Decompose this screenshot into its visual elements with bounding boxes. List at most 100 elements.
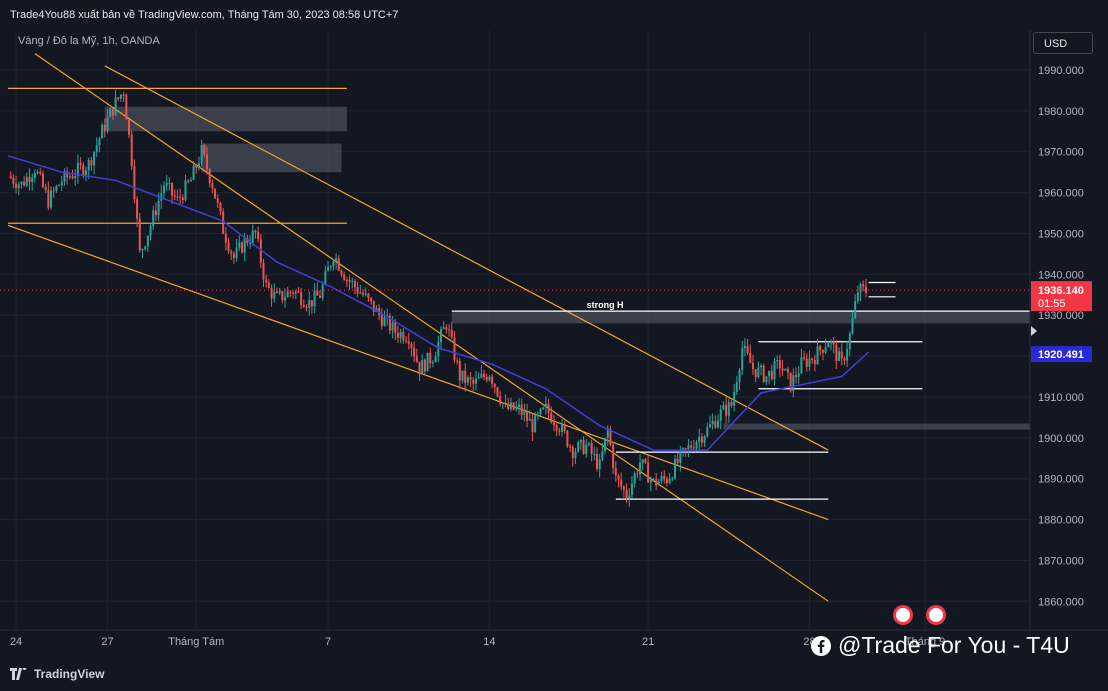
footer-bar bbox=[0, 658, 1108, 691]
supply-demand-zone bbox=[451, 311, 1030, 324]
candle-body bbox=[466, 377, 469, 383]
y-tick-label: 1980.000 bbox=[1038, 106, 1084, 118]
candle-body bbox=[171, 182, 174, 196]
candle-body bbox=[649, 479, 652, 483]
candle-body bbox=[316, 290, 319, 296]
candle-body bbox=[665, 478, 668, 484]
candle-body bbox=[786, 368, 789, 373]
candle-body bbox=[555, 425, 558, 431]
candle-body bbox=[501, 402, 504, 404]
candle-body bbox=[491, 376, 494, 385]
candle-body bbox=[706, 427, 709, 437]
candle-body bbox=[415, 356, 418, 362]
candle-body bbox=[628, 495, 631, 499]
candle-body bbox=[192, 165, 195, 180]
candle-body bbox=[402, 331, 405, 341]
candle-body bbox=[208, 169, 211, 184]
candle-body bbox=[109, 108, 112, 118]
candle-body bbox=[367, 293, 370, 298]
candle-body bbox=[819, 346, 822, 351]
candle-body bbox=[138, 218, 141, 251]
candle-body bbox=[509, 402, 512, 410]
candle-body bbox=[488, 376, 491, 381]
candle-body bbox=[625, 489, 628, 499]
candle-body bbox=[480, 373, 483, 378]
candle-body bbox=[434, 356, 437, 363]
candle-body bbox=[622, 486, 625, 490]
candle-body bbox=[168, 182, 171, 184]
candle-body bbox=[587, 443, 590, 445]
event-flag-icon-inner bbox=[896, 608, 910, 622]
candle-body bbox=[660, 475, 663, 482]
candle-body bbox=[111, 108, 114, 116]
candle-body bbox=[671, 478, 674, 480]
candle-body bbox=[33, 173, 36, 178]
candle-body bbox=[52, 190, 55, 192]
candle-body bbox=[711, 421, 714, 425]
candle-body bbox=[275, 291, 278, 293]
header-bar: Trade4You88 xuất bản về TradingView.com,… bbox=[0, 0, 1108, 30]
candle-body bbox=[746, 345, 749, 354]
candle-body bbox=[257, 232, 260, 240]
candle-body bbox=[442, 327, 445, 330]
candle-body bbox=[122, 94, 125, 96]
candle-body bbox=[429, 352, 432, 364]
candle-body bbox=[141, 249, 144, 251]
candle-body bbox=[641, 459, 644, 463]
candle-body bbox=[504, 402, 507, 404]
candle-body bbox=[698, 436, 701, 442]
candle-body bbox=[284, 297, 287, 301]
candle-body bbox=[286, 291, 289, 298]
candle-body bbox=[864, 286, 867, 293]
candle-body bbox=[561, 423, 564, 432]
candle-body bbox=[676, 458, 679, 463]
candle-body bbox=[843, 358, 846, 361]
candle-body bbox=[851, 318, 854, 334]
candle-body bbox=[117, 97, 120, 99]
tradingview-brand: TradingView bbox=[34, 667, 105, 681]
price-chart[interactable]: strong H 1860.000 1870.000 1880.000 1890.000… bbox=[0, 30, 1108, 658]
candle-body bbox=[768, 370, 771, 377]
candle-body bbox=[738, 370, 741, 383]
candle-body bbox=[394, 322, 397, 333]
candle-body bbox=[421, 359, 424, 375]
candle-body bbox=[762, 365, 765, 382]
candle-body bbox=[106, 117, 109, 132]
tradingview-logo[interactable]: TradingView bbox=[10, 666, 104, 682]
candle-body bbox=[418, 361, 421, 375]
candle-body bbox=[757, 367, 760, 377]
candle-body bbox=[41, 173, 44, 187]
candle-body bbox=[39, 171, 42, 174]
candle-body bbox=[345, 279, 348, 281]
candle-body bbox=[348, 279, 351, 282]
candle-body bbox=[232, 253, 235, 259]
candle-body bbox=[321, 284, 324, 298]
chart-area[interactable]: strong H 1860.000 1870.000 1880.000 1890.000… bbox=[0, 30, 1108, 658]
candle-body bbox=[305, 306, 308, 308]
x-tick-label: 7 bbox=[325, 636, 331, 648]
candle-body bbox=[405, 340, 408, 342]
candle-body bbox=[332, 261, 335, 267]
candle-body bbox=[531, 418, 534, 433]
candle-body bbox=[477, 377, 480, 379]
candle-body bbox=[854, 301, 857, 319]
event-flag-icon-inner bbox=[929, 608, 943, 622]
candle-body bbox=[797, 373, 800, 377]
candle-body bbox=[55, 186, 58, 191]
candle-body bbox=[453, 336, 456, 361]
scroll-arrow-icon bbox=[1031, 326, 1037, 336]
candle-body bbox=[813, 359, 816, 365]
candle-body bbox=[181, 197, 184, 200]
candle-body bbox=[337, 258, 340, 271]
candle-body bbox=[620, 479, 623, 487]
candle-body bbox=[515, 406, 518, 410]
candle-body bbox=[437, 341, 440, 357]
candle-body bbox=[520, 404, 523, 415]
candle-body bbox=[633, 473, 636, 484]
currency-button[interactable]: USD bbox=[1033, 32, 1093, 54]
candle-body bbox=[9, 176, 12, 179]
supply-demand-zone bbox=[723, 423, 1030, 430]
y-tick-label: 1900.000 bbox=[1038, 433, 1084, 445]
publish-info: Trade4You88 xuất bản về TradingView.com,… bbox=[10, 9, 399, 21]
candle-body bbox=[590, 443, 593, 455]
